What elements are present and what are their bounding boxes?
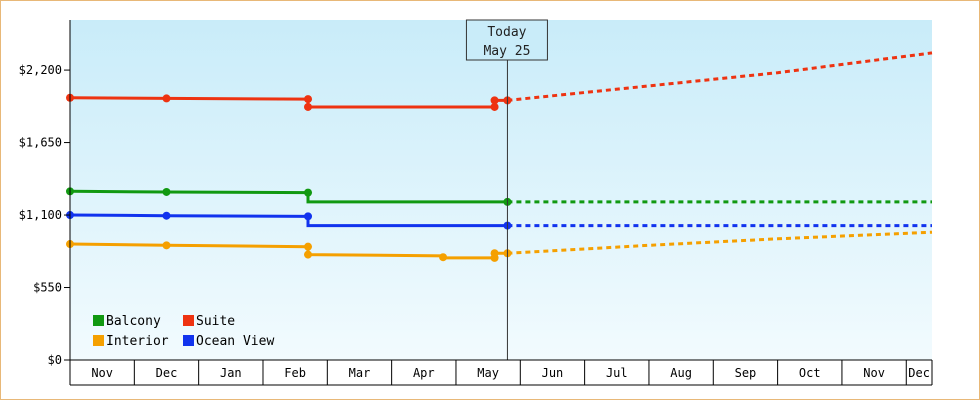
- x-tick-label: Dec: [908, 366, 930, 380]
- data-point-suite: [490, 96, 499, 105]
- y-tick-label: $1,650: [19, 136, 62, 150]
- data-point-interior: [439, 253, 448, 262]
- data-point-interior: [490, 249, 499, 258]
- data-point-interior: [304, 242, 313, 251]
- today-marker-box: [465, 19, 548, 61]
- data-point-balcony: [304, 188, 313, 197]
- x-tick-label: Nov: [91, 366, 113, 380]
- legend-swatch-balcony: [93, 315, 104, 326]
- x-tick-label: Dec: [156, 366, 178, 380]
- x-tick-label: Apr: [413, 366, 435, 380]
- x-tick-label: Aug: [670, 366, 692, 380]
- plot-background: [70, 20, 932, 360]
- x-tick-label: Feb: [284, 366, 306, 380]
- legend-label-ocean-view: Ocean View: [196, 334, 274, 349]
- data-point-ocean-view: [162, 211, 171, 220]
- legend-label-interior: Interior: [106, 334, 169, 349]
- legend-swatch-suite: [183, 315, 194, 326]
- data-point-ocean-view: [304, 212, 313, 221]
- y-tick-label: $1,100: [19, 208, 62, 222]
- data-point-suite: [304, 102, 313, 111]
- data-point-suite: [162, 94, 171, 103]
- data-point-suite: [490, 102, 499, 111]
- data-point-interior: [304, 250, 313, 259]
- y-tick-label: $550: [33, 281, 62, 295]
- legend-swatch-ocean-view: [183, 335, 194, 346]
- legend-label-suite: Suite: [196, 314, 235, 329]
- today-marker-date: May 25: [483, 44, 530, 59]
- x-tick-label: Mar: [349, 366, 371, 380]
- data-point-balcony: [162, 187, 171, 196]
- legend-label-balcony: Balcony: [106, 314, 161, 329]
- x-tick-label: Jun: [542, 366, 564, 380]
- today-marker-label: Today: [487, 25, 526, 40]
- x-tick-label: Nov: [863, 366, 885, 380]
- x-tick-label: Sep: [735, 366, 757, 380]
- y-tick-label: $0: [48, 353, 62, 367]
- x-tick-label: May: [477, 366, 499, 380]
- y-tick-label: $2,200: [19, 63, 62, 77]
- x-tick-label: Jan: [220, 366, 242, 380]
- x-tick-label: Oct: [799, 366, 821, 380]
- data-point-suite: [304, 95, 313, 104]
- legend-swatch-interior: [93, 335, 104, 346]
- data-point-interior: [162, 241, 171, 250]
- x-tick-label: Jul: [606, 366, 628, 380]
